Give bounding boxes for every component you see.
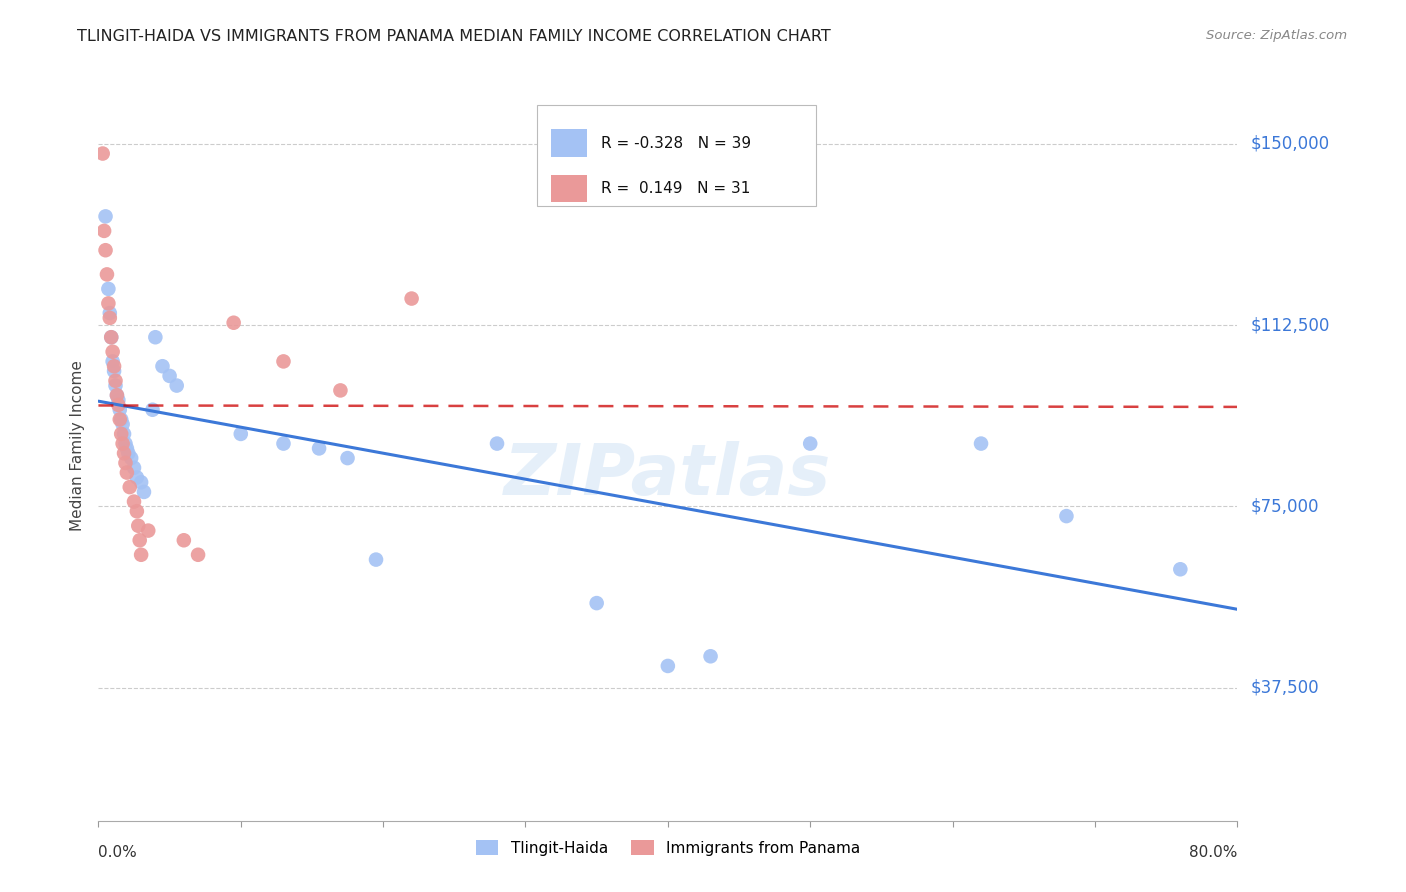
Point [699, 649, 721, 664]
Point [141, 402, 163, 417]
Point [132, 484, 155, 499]
Point [1056, 509, 1078, 524]
Point [273, 354, 295, 368]
Text: R =  0.149   N = 31: R = 0.149 N = 31 [600, 181, 749, 196]
Point [136, 524, 159, 538]
Point [117, 446, 139, 460]
Point [103, 359, 125, 374]
Text: Source: ZipAtlas.com: Source: ZipAtlas.com [1206, 29, 1347, 42]
Point [101, 344, 124, 359]
Point [107, 393, 129, 408]
Point [110, 412, 132, 426]
Point [103, 364, 125, 378]
Text: 0.0%: 0.0% [98, 845, 138, 860]
Point [100, 330, 122, 344]
Point [110, 426, 132, 441]
Point [118, 480, 141, 494]
Text: $112,500: $112,500 [1251, 316, 1330, 334]
Point [108, 412, 131, 426]
Point [115, 442, 138, 456]
Text: $37,500: $37,500 [1251, 679, 1320, 697]
Point [152, 359, 174, 374]
Point [229, 426, 252, 441]
Point [111, 436, 134, 450]
Point [107, 398, 129, 412]
Point [127, 518, 149, 533]
Text: $75,000: $75,000 [1251, 498, 1319, 516]
FancyBboxPatch shape [551, 175, 586, 202]
Point [93, 224, 115, 238]
FancyBboxPatch shape [551, 129, 586, 157]
Point [91, 146, 114, 161]
Point [486, 436, 509, 450]
Point [101, 354, 124, 368]
Point [120, 451, 142, 466]
Point [125, 504, 148, 518]
Point [111, 417, 134, 432]
Point [104, 378, 127, 392]
Point [114, 436, 136, 450]
Point [97, 282, 120, 296]
Point [329, 384, 352, 398]
Point [97, 296, 120, 310]
Point [159, 368, 181, 383]
Point [585, 596, 607, 610]
Point [125, 470, 148, 484]
FancyBboxPatch shape [537, 105, 815, 206]
Y-axis label: Median Family Income: Median Family Income [70, 360, 86, 532]
Text: R = -0.328   N = 39: R = -0.328 N = 39 [600, 136, 751, 151]
Point [970, 436, 993, 450]
Point [98, 306, 121, 320]
Point [105, 388, 128, 402]
Text: $150,000: $150,000 [1251, 135, 1330, 153]
Point [401, 292, 423, 306]
Point [657, 659, 679, 673]
Point [364, 552, 387, 566]
Text: ZIPatlas: ZIPatlas [505, 442, 831, 510]
Point [336, 451, 359, 466]
Point [173, 533, 195, 548]
Point [1170, 562, 1192, 576]
Point [100, 330, 122, 344]
Point [96, 268, 118, 282]
Point [799, 436, 821, 450]
Point [308, 442, 330, 456]
Text: 80.0%: 80.0% [1189, 845, 1237, 860]
Point [128, 533, 150, 548]
Point [112, 426, 135, 441]
Point [187, 548, 209, 562]
Point [104, 374, 127, 388]
Point [166, 378, 188, 392]
Point [122, 494, 145, 508]
Legend: Tlingit-Haida, Immigrants from Panama: Tlingit-Haida, Immigrants from Panama [470, 834, 866, 862]
Point [129, 548, 152, 562]
Point [105, 388, 128, 402]
Text: TLINGIT-HAIDA VS IMMIGRANTS FROM PANAMA MEDIAN FAMILY INCOME CORRELATION CHART: TLINGIT-HAIDA VS IMMIGRANTS FROM PANAMA … [77, 29, 831, 44]
Point [94, 244, 117, 258]
Point [114, 456, 136, 470]
Point [129, 475, 152, 490]
Point [145, 330, 167, 344]
Point [112, 446, 135, 460]
Point [115, 466, 138, 480]
Point [94, 210, 117, 224]
Point [273, 436, 295, 450]
Point [98, 310, 121, 325]
Point [222, 316, 245, 330]
Point [122, 460, 145, 475]
Point [108, 402, 131, 417]
